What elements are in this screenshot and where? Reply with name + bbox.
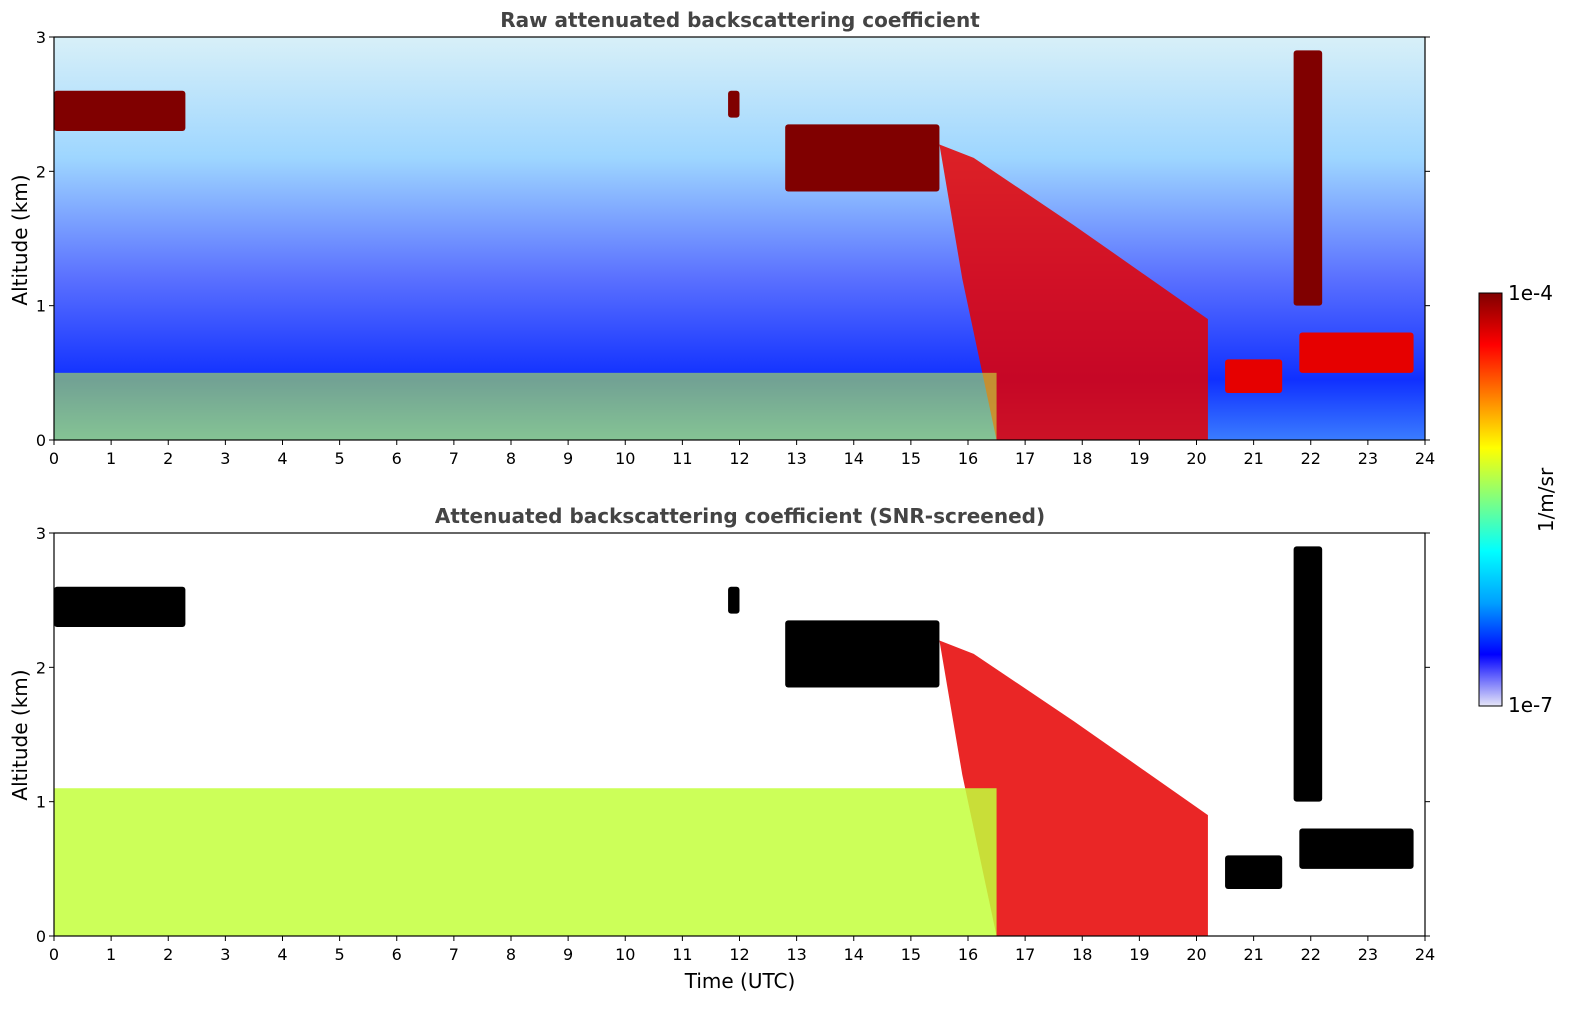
x-tick-label: 10 xyxy=(615,449,635,468)
x-tick-label: 6 xyxy=(392,449,402,468)
feature-cloud-layer xyxy=(1299,332,1414,373)
y-tick-label: 0 xyxy=(36,431,46,450)
feature-boundary-layer xyxy=(54,788,997,936)
x-tick-label: 11 xyxy=(672,449,692,468)
plot-area xyxy=(54,533,1425,936)
x-tick-label: 3 xyxy=(220,449,230,468)
feature-cloud-layer xyxy=(785,620,940,688)
panel-snr-screened: 0 1 2 3 4 5 6 7 8 9 10 11 12 13 14 15 16 17 18 19 20 21 22 23 24… xyxy=(36,524,1435,964)
x-axis-label: Time (UTC) xyxy=(684,969,796,993)
x-tick-label: 20 xyxy=(1186,449,1206,468)
panel-1-title: Raw attenuated backscattering coefficien… xyxy=(500,8,980,32)
colorbar-min-label: 1e-7 xyxy=(1508,693,1553,717)
x-tick-label: 24 xyxy=(1415,449,1435,468)
x-tick-label: 18 xyxy=(1072,449,1092,468)
x-tick-label: 17 xyxy=(1015,449,1035,468)
x-tick-label: 2 xyxy=(163,945,173,964)
x-tick-label: 0 xyxy=(49,449,59,468)
feature-cloud-layer xyxy=(1299,828,1414,869)
x-tick-label: 1 xyxy=(106,449,116,468)
x-tick-label: 17 xyxy=(1015,945,1035,964)
y-tick-label: 1 xyxy=(36,793,46,812)
y-tick-label: 2 xyxy=(36,658,46,677)
x-tick-label: 4 xyxy=(277,449,287,468)
x-tick-label: 1 xyxy=(106,945,116,964)
x-tick-label: 2 xyxy=(163,449,173,468)
panel-1-y-axis-label: Altitude (km) xyxy=(8,174,32,305)
y-tick-label: 3 xyxy=(36,524,46,543)
x-tick-label: 24 xyxy=(1415,945,1435,964)
x-tick-label: 9 xyxy=(563,945,573,964)
feature-cloud-layer xyxy=(1225,855,1283,889)
feature-cloud-streak xyxy=(1293,50,1323,306)
feature-boundary-layer xyxy=(54,372,997,440)
colorbar-max-label: 1e-4 xyxy=(1508,281,1553,305)
x-tick-label: 16 xyxy=(958,449,978,468)
x-tick-label: 15 xyxy=(901,945,921,964)
y-tick-label: 1 xyxy=(36,297,46,316)
x-tick-label: 21 xyxy=(1243,449,1263,468)
x-tick-label: 11 xyxy=(672,945,692,964)
x-tick-label: 0 xyxy=(49,945,59,964)
y-tick-label: 3 xyxy=(36,28,46,47)
feature-cloud-descending xyxy=(939,640,1208,936)
x-tick-label: 13 xyxy=(786,945,806,964)
x-tick-label: 5 xyxy=(335,449,345,468)
x-tick-label: 4 xyxy=(277,945,287,964)
x-tick-label: 9 xyxy=(563,449,573,468)
x-tick-label: 14 xyxy=(844,449,864,468)
x-tick-label: 5 xyxy=(335,945,345,964)
colorbar-scale xyxy=(1478,292,1503,707)
plot-area xyxy=(54,37,1425,440)
feature-cloud-layer xyxy=(54,90,186,132)
colorbar: 1e-4 1e-7 1/m/sr xyxy=(1478,281,1558,717)
x-tick-label: 20 xyxy=(1186,945,1206,964)
x-tick-label: 23 xyxy=(1358,449,1378,468)
x-tick-label: 22 xyxy=(1301,449,1321,468)
feature-cloud-streak xyxy=(1293,546,1323,802)
feature-cloud-layer xyxy=(1225,359,1283,393)
x-tick-label: 19 xyxy=(1129,945,1149,964)
x-tick-label: 12 xyxy=(729,449,749,468)
feature-cloud-layer xyxy=(785,124,940,192)
feature-cloud-descending xyxy=(939,144,1208,440)
x-tick-label: 19 xyxy=(1129,449,1149,468)
y-tick-label: 0 xyxy=(36,927,46,946)
y-tick-label: 2 xyxy=(36,162,46,181)
x-tick-label: 23 xyxy=(1358,945,1378,964)
x-tick-label: 8 xyxy=(506,449,516,468)
x-tick-label: 15 xyxy=(901,449,921,468)
x-tick-label: 8 xyxy=(506,945,516,964)
x-tick-label: 13 xyxy=(786,449,806,468)
feature-cloud-layer xyxy=(54,586,186,628)
feature-cloud-patch xyxy=(728,586,740,614)
x-tick-label: 6 xyxy=(392,945,402,964)
x-tick-label: 22 xyxy=(1301,945,1321,964)
x-tick-label: 7 xyxy=(449,945,459,964)
x-tick-label: 14 xyxy=(844,945,864,964)
x-tick-label: 3 xyxy=(220,945,230,964)
x-tick-label: 10 xyxy=(615,945,635,964)
panel-2-y-axis-label: Altitude (km) xyxy=(8,669,32,800)
feature-cloud-patch xyxy=(728,90,740,118)
x-tick-label: 18 xyxy=(1072,945,1092,964)
panel-2-title: Attenuated backscattering coefficient (S… xyxy=(435,504,1045,528)
x-tick-label: 7 xyxy=(449,449,459,468)
x-tick-label: 21 xyxy=(1243,945,1263,964)
colorbar-unit-label: 1/m/sr xyxy=(1534,467,1558,532)
panel-raw-backscatter: 0 1 2 3 4 5 6 7 8 9 10 11 12 13 14 15 16 17 18 19 20 21 22 23 24… xyxy=(36,28,1435,468)
x-tick-label: 16 xyxy=(958,945,978,964)
x-tick-label: 12 xyxy=(729,945,749,964)
